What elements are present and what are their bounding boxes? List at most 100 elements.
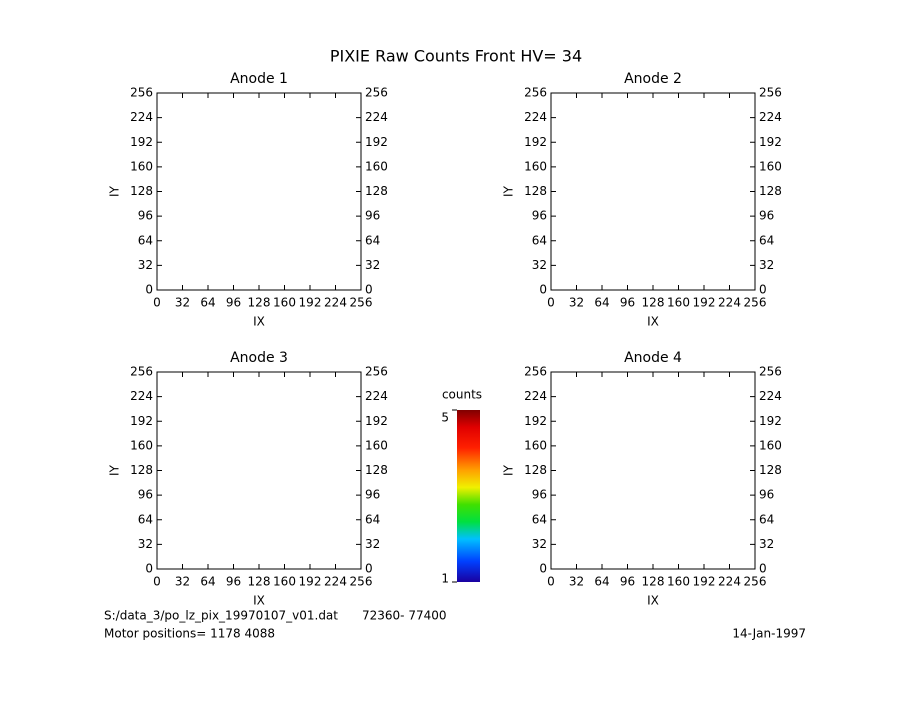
panel-title: Anode 3 (230, 350, 288, 366)
x-axis-label: IX (253, 594, 265, 608)
y-tick-label: 96 (138, 209, 153, 223)
y-tick-label-right: 32 (759, 537, 774, 551)
y-tick-label: 160 (524, 159, 547, 173)
x-tick-label: 64 (200, 296, 215, 310)
y-tick-label-right: 160 (365, 159, 388, 173)
y-tick-label: 32 (138, 258, 153, 272)
x-tick-label: 96 (620, 575, 635, 589)
y-tick-label-right: 256 (365, 365, 388, 379)
plot-frame (156, 371, 362, 570)
x-tick-label: 0 (547, 575, 555, 589)
y-tick-label: 0 (145, 562, 153, 576)
x-axis-label: IX (253, 315, 265, 329)
y-tick-label-right: 96 (759, 209, 774, 223)
y-tick-label-right: 0 (365, 562, 373, 576)
y-tick-label-right: 32 (365, 258, 380, 272)
panel-title: Anode 2 (624, 71, 682, 87)
y-tick-label: 160 (524, 438, 547, 452)
y-tick-label: 224 (130, 389, 153, 403)
y-axis-label: IY (502, 464, 516, 476)
x-tick-label: 32 (175, 296, 190, 310)
panel-title: Anode 4 (624, 350, 682, 366)
y-tick-label: 64 (138, 233, 153, 247)
x-tick-label: 32 (175, 575, 190, 589)
y-tick-label: 0 (539, 562, 547, 576)
y-tick-label: 256 (130, 86, 153, 100)
y-tick-label: 96 (532, 488, 547, 502)
x-tick-label: 0 (153, 575, 161, 589)
y-tick-label-right: 160 (759, 159, 782, 173)
x-tick-label: 128 (248, 296, 271, 310)
y-tick-label-right: 0 (759, 283, 767, 297)
x-tick-label: 256 (350, 575, 373, 589)
x-tick-label: 160 (273, 296, 296, 310)
y-tick-label: 96 (138, 488, 153, 502)
y-tick-label-right: 64 (365, 233, 380, 247)
x-tick-label: 256 (744, 575, 767, 589)
y-tick-label-right: 128 (759, 463, 782, 477)
x-tick-label: 128 (642, 296, 665, 310)
y-tick-label: 192 (524, 135, 547, 149)
x-tick-label: 192 (299, 296, 322, 310)
plot-frame (550, 371, 756, 570)
y-axis-label: IY (502, 185, 516, 197)
x-tick-label: 32 (569, 296, 584, 310)
y-tick-label-right: 32 (759, 258, 774, 272)
y-tick-label: 224 (524, 389, 547, 403)
y-tick-label-right: 160 (759, 438, 782, 452)
y-tick-label-right: 224 (759, 110, 782, 124)
y-tick-label-right: 128 (759, 184, 782, 198)
x-tick-label: 192 (299, 575, 322, 589)
colorbar-tick-label: 1 (441, 572, 449, 586)
x-tick-label: 64 (594, 575, 609, 589)
y-tick-label: 128 (524, 463, 547, 477)
y-tick-label: 224 (130, 110, 153, 124)
y-tick-label: 160 (130, 159, 153, 173)
figure-title: PIXIE Raw Counts Front HV= 34 (330, 47, 582, 66)
x-tick-label: 224 (324, 296, 347, 310)
y-tick-label-right: 224 (365, 110, 388, 124)
x-tick-label: 160 (667, 575, 690, 589)
y-tick-label-right: 256 (759, 365, 782, 379)
x-tick-label: 64 (200, 575, 215, 589)
footer-range: 72360- 77400 (362, 609, 447, 623)
x-tick-label: 96 (620, 296, 635, 310)
x-tick-label: 128 (248, 575, 271, 589)
x-tick-label: 64 (594, 296, 609, 310)
y-tick-label: 96 (532, 209, 547, 223)
y-tick-label: 192 (130, 414, 153, 428)
y-tick-label: 128 (524, 184, 547, 198)
x-tick-label: 224 (324, 575, 347, 589)
y-tick-label-right: 64 (759, 233, 774, 247)
x-tick-label: 160 (667, 296, 690, 310)
x-axis-label: IX (647, 594, 659, 608)
y-tick-label: 256 (130, 365, 153, 379)
x-tick-label: 192 (693, 296, 716, 310)
x-axis-label: IX (647, 315, 659, 329)
x-tick-label: 256 (744, 296, 767, 310)
y-tick-label-right: 96 (365, 209, 380, 223)
y-tick-label-right: 96 (759, 488, 774, 502)
y-tick-label-right: 96 (365, 488, 380, 502)
panel-title: Anode 1 (230, 71, 288, 87)
y-tick-label-right: 256 (365, 86, 388, 100)
colorbar (457, 410, 480, 582)
x-tick-label: 192 (693, 575, 716, 589)
footer-date: 14-Jan-1997 (732, 627, 806, 641)
x-tick-label: 128 (642, 575, 665, 589)
y-tick-label-right: 128 (365, 463, 388, 477)
y-tick-label-right: 256 (759, 86, 782, 100)
x-tick-label: 160 (273, 575, 296, 589)
plot-frame (550, 92, 756, 291)
footer-motor: Motor positions= 1178 4088 (104, 627, 275, 641)
y-tick-label: 128 (130, 463, 153, 477)
x-tick-label: 96 (226, 296, 241, 310)
y-tick-label: 64 (532, 512, 547, 526)
y-tick-label-right: 224 (759, 389, 782, 403)
y-tick-label-right: 192 (759, 135, 782, 149)
y-tick-label: 192 (524, 414, 547, 428)
y-axis-label: IY (108, 185, 122, 197)
y-tick-label-right: 0 (759, 562, 767, 576)
y-tick-label: 128 (130, 184, 153, 198)
